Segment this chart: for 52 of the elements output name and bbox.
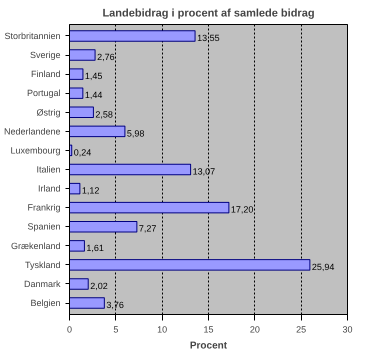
data-label: 13,55: [197, 32, 220, 43]
bar: [70, 49, 96, 61]
bar: [70, 87, 84, 99]
bar: [70, 202, 230, 214]
data-label: 0,24: [74, 147, 92, 158]
y-tick-label: Belgien: [30, 298, 61, 308]
y-tick-label: Danmark: [24, 278, 61, 289]
x-tick-label: 15: [203, 324, 214, 334]
bar: [70, 259, 310, 271]
data-label: 1,12: [82, 186, 100, 196]
y-tick-label: Østrig: [36, 107, 61, 118]
bar: [70, 106, 94, 118]
y-tick-label: Storbritannien: [4, 30, 61, 41]
bar: [70, 68, 84, 80]
bar: [70, 278, 89, 290]
y-tick-label: Portugal: [26, 88, 61, 98]
y-tick-label: Spanien: [27, 222, 60, 232]
x-tick-label: 0: [66, 324, 72, 334]
bar: [70, 182, 80, 194]
y-tick-label: Sverige: [30, 50, 60, 60]
data-label: 25,94: [312, 262, 334, 272]
bar: [70, 30, 196, 42]
bar: [70, 297, 105, 309]
y-tick-label: Irland: [38, 184, 60, 194]
y-tick-label: Grækenland: [10, 240, 61, 251]
data-label: 2,76: [97, 52, 115, 62]
data-label: 7,27: [138, 224, 156, 234]
x-tick-label: 25: [296, 324, 306, 334]
data-label: 2,58: [95, 109, 113, 120]
bar: [70, 164, 192, 176]
bar: [70, 126, 126, 138]
data-label: 17,20: [230, 204, 254, 215]
y-tick-label: Luxembourg: [10, 145, 61, 156]
data-label: 1,61: [86, 242, 104, 253]
x-tick-label: 20: [250, 324, 260, 334]
bar: [70, 240, 85, 252]
data-label: 3,76: [106, 300, 124, 310]
y-tick-label: Finland: [30, 69, 61, 80]
y-tick-label: Tyskland: [24, 260, 61, 270]
y-tick-label: Italien: [36, 164, 61, 174]
bar: [70, 220, 138, 232]
x-tick-label: 30: [342, 324, 353, 334]
x-axis-title: Procent: [190, 340, 228, 352]
data-label: 1,44: [84, 90, 102, 100]
data-label: 5,98: [126, 128, 144, 138]
x-tick-label: 10: [157, 324, 168, 334]
chart-title: Landebidrag i procent af samlede bidrag: [102, 8, 315, 20]
data-label: 2,02: [90, 280, 108, 291]
y-tick-label: Frankrig: [27, 202, 61, 213]
x-tick-label: 5: [113, 324, 118, 334]
y-tick-label: Nederlandene: [4, 126, 60, 136]
data-label: 1,45: [84, 71, 102, 82]
